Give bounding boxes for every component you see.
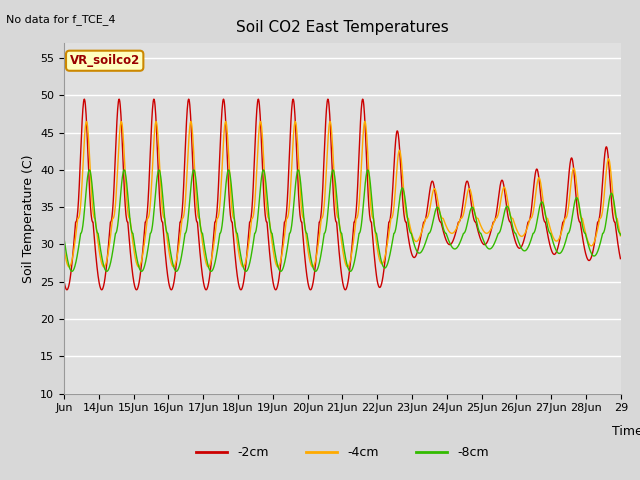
-2cm — [81, 96, 88, 102]
-8cm — [86, 167, 93, 173]
-4cm — [556, 235, 563, 240]
-8cm — [556, 251, 563, 256]
Text: VR_soilco2: VR_soilco2 — [70, 54, 140, 67]
-4cm — [318, 216, 326, 221]
Line: -4cm: -4cm — [64, 121, 620, 267]
X-axis label: Time: Time — [612, 425, 640, 438]
-2cm — [328, 168, 336, 173]
-8cm — [68, 268, 76, 274]
-2cm — [474, 228, 482, 234]
Line: -2cm: -2cm — [64, 99, 620, 290]
Y-axis label: Soil Temperature (C): Soil Temperature (C) — [22, 154, 35, 283]
-2cm — [63, 287, 71, 293]
Title: Soil CO2 East Temperatures: Soil CO2 East Temperatures — [236, 20, 449, 35]
Text: No data for f_TCE_4: No data for f_TCE_4 — [6, 14, 116, 25]
-2cm — [318, 203, 326, 209]
-4cm — [148, 179, 156, 184]
-8cm — [474, 225, 482, 230]
Legend: -2cm, -4cm, -8cm: -2cm, -4cm, -8cm — [191, 442, 494, 465]
Line: -8cm: -8cm — [64, 170, 620, 271]
-4cm — [328, 138, 336, 144]
-2cm — [556, 238, 563, 243]
-4cm — [616, 233, 624, 239]
-2cm — [60, 278, 68, 284]
-8cm — [318, 247, 326, 253]
-2cm — [616, 256, 624, 262]
-8cm — [148, 227, 156, 233]
-8cm — [616, 232, 624, 238]
-2cm — [610, 218, 618, 224]
-4cm — [474, 216, 482, 221]
-8cm — [610, 199, 618, 204]
-4cm — [60, 245, 68, 251]
-4cm — [610, 204, 618, 209]
-8cm — [328, 168, 336, 174]
-4cm — [83, 119, 90, 124]
-4cm — [65, 264, 73, 270]
-2cm — [148, 119, 156, 124]
-8cm — [60, 235, 68, 241]
